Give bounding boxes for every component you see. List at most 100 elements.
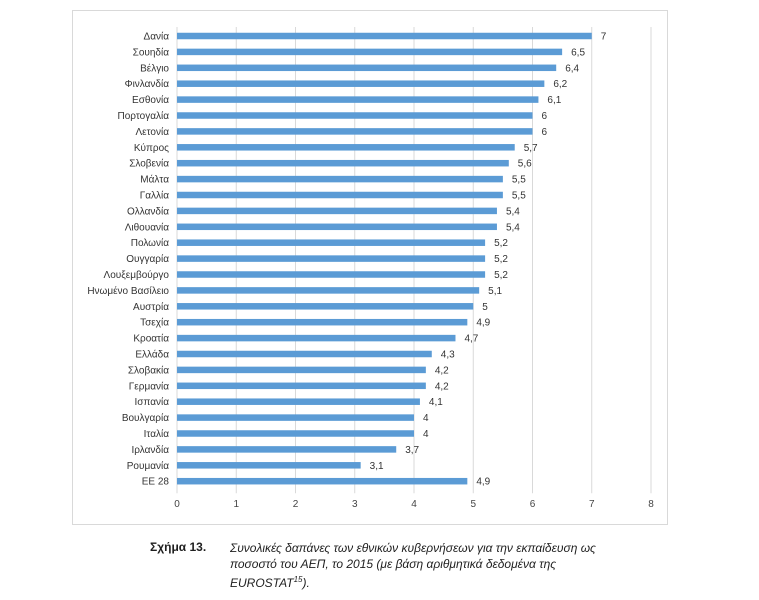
bar	[177, 207, 497, 215]
category-label: Ιταλία	[144, 428, 170, 440]
value-label: 5,7	[524, 143, 538, 154]
bar-chart: Δανία Σουηδία Βέλγιο Φινλανδία Εσθονία Πορτογ…	[87, 27, 654, 510]
value-label: 4,3	[441, 350, 455, 361]
value-label: 6,5	[571, 47, 585, 58]
category-label: Ουγγαρία	[126, 253, 169, 265]
value-label: 6,2	[553, 79, 567, 90]
value-label: 5,5	[512, 175, 526, 186]
bar	[177, 80, 545, 87]
value-label: 5,5	[512, 191, 526, 202]
bar	[177, 350, 432, 358]
bar	[177, 477, 468, 485]
bar	[177, 223, 497, 231]
category-label: Κύπρος	[134, 142, 169, 154]
category-label: Γαλλία	[140, 190, 170, 202]
value-label: 3,1	[370, 461, 384, 472]
category-label: Μάλτα	[140, 174, 169, 186]
value-label: 6,4	[565, 63, 579, 74]
bar	[177, 64, 557, 72]
x-tick-label: 1	[233, 499, 239, 510]
caption-main-text: Συνολικές δαπάνες των εθνικών κυβερνήσεω…	[230, 541, 596, 590]
category-label: Ισπανία	[135, 396, 170, 408]
bar	[177, 48, 563, 56]
bar	[177, 32, 592, 40]
value-label: 5,4	[506, 206, 520, 217]
category-label: Ιρλανδία	[132, 444, 170, 456]
bar	[177, 175, 503, 183]
category-label: Ηνωμένο Βασίλειο	[87, 285, 169, 297]
value-label: 5,2	[494, 270, 508, 281]
category-label: Σλοβενία	[129, 158, 169, 170]
bar	[177, 414, 414, 421]
value-label: 6	[542, 111, 548, 122]
bar	[177, 446, 397, 453]
value-label: 6	[542, 127, 548, 138]
bar	[177, 303, 474, 310]
value-label: 5,6	[518, 159, 532, 170]
bars	[177, 32, 592, 485]
figure-number: Σχήμα 13.	[150, 540, 207, 554]
value-label: 5	[482, 302, 488, 313]
value-label: 5,1	[488, 286, 502, 297]
category-label: Τσεχία	[140, 317, 169, 329]
x-tick-label: 0	[174, 499, 180, 510]
x-tick-label: 2	[293, 499, 299, 510]
category-label: Αυστρία	[133, 301, 169, 313]
bar	[177, 112, 533, 119]
category-label: Δανία	[144, 31, 170, 43]
value-label: 4	[423, 413, 429, 424]
bar	[177, 191, 503, 199]
bar	[177, 430, 414, 437]
category-label: Εσθονία	[132, 94, 169, 106]
bar	[177, 334, 456, 342]
x-tick-label: 8	[648, 499, 654, 510]
x-tick-label: 5	[470, 499, 476, 510]
category-label: Ρουμανία	[127, 460, 169, 472]
value-label: 5,4	[506, 222, 520, 233]
x-tick-label: 6	[530, 499, 536, 510]
category-label: Κροατία	[133, 333, 169, 345]
category-label: Γερμανία	[129, 380, 169, 392]
x-tick-label: 3	[352, 499, 358, 510]
category-labels: Δανία Σουηδία Βέλγιο Φινλανδία Εσθονία Πορτογ…	[87, 31, 169, 488]
category-label: ΕΕ 28	[142, 477, 170, 488]
bar	[177, 255, 486, 262]
category-label: Ελλάδα	[135, 349, 169, 361]
value-label: 4,7	[464, 334, 478, 345]
value-label: 4,9	[476, 318, 490, 329]
caption-end-text: ).	[302, 576, 310, 590]
value-label: 4,2	[435, 381, 449, 392]
bar	[177, 462, 361, 469]
bar	[177, 159, 509, 167]
value-label: 4	[423, 429, 429, 440]
bar	[177, 318, 468, 326]
bar	[177, 144, 515, 151]
bar	[177, 287, 480, 294]
chart-area: Δανία Σουηδία Βέλγιο Φινλανδία Εσθονία Πορτογ…	[72, 10, 668, 525]
value-label: 7	[601, 32, 607, 43]
category-label: Βέλγιο	[140, 62, 169, 74]
bar	[177, 128, 533, 135]
category-label: Πολωνία	[131, 237, 169, 249]
category-label: Σουηδία	[133, 46, 170, 58]
bar	[177, 239, 486, 246]
figure-caption-text: Συνολικές δαπάνες των εθνικών κυβερνήσεω…	[230, 540, 630, 591]
value-label: 6,1	[547, 95, 561, 106]
x-tick-label: 7	[589, 499, 595, 510]
value-label: 4,9	[476, 477, 490, 488]
x-axis-ticks: 0 1 2 3 4 5 6 7 8	[174, 499, 654, 510]
bar	[177, 271, 486, 278]
value-label: 4,1	[429, 397, 443, 408]
category-label: Λουξεμβούργο	[104, 269, 170, 281]
bar	[177, 382, 426, 390]
x-tick-label: 4	[411, 499, 417, 510]
category-label: Σλοβακία	[128, 364, 169, 376]
category-label: Βουλγαρία	[122, 412, 169, 424]
footnote-reference: 15	[293, 575, 303, 584]
value-label: 4,2	[435, 365, 449, 376]
value-label: 5,2	[494, 254, 508, 265]
category-label: Λετονία	[135, 126, 169, 138]
category-label: Φινλανδία	[125, 78, 170, 90]
category-label: Λιθουανία	[125, 221, 169, 233]
bar	[177, 96, 539, 103]
